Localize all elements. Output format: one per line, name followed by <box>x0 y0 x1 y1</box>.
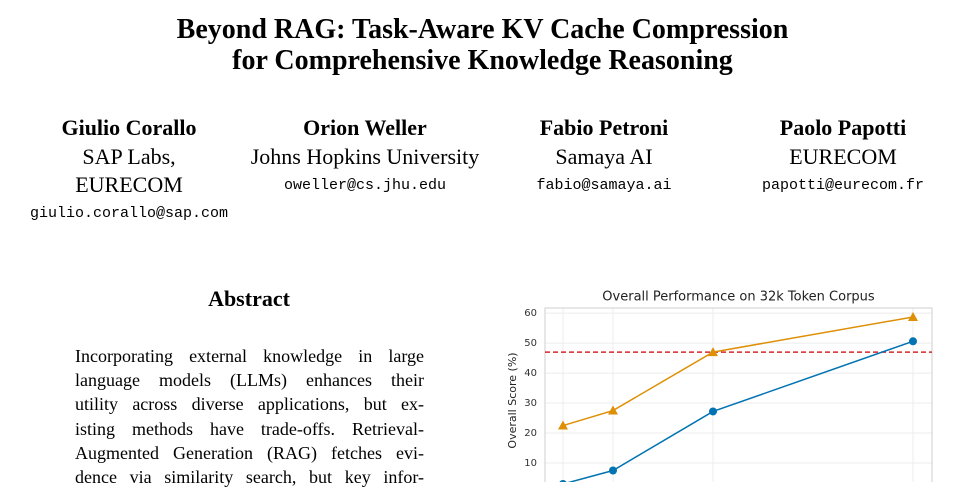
author-email: papotti@eurecom.fr <box>761 177 925 194</box>
y-axis-label: Overall Score (%) <box>506 352 519 448</box>
plot-frame <box>544 307 933 482</box>
data-point <box>709 407 717 416</box>
data-point <box>558 420 568 430</box>
y-tick-label: 10 <box>524 458 537 469</box>
abstract-line: Incorporating external knowledge in larg… <box>75 346 424 366</box>
author-name: Orion Weller <box>303 115 427 140</box>
data-point <box>609 466 617 475</box>
author: Orion Weller Johns Hopkins University owel… <box>235 113 495 201</box>
chart-title: Overall Performance on 32k Token Corpus <box>602 290 875 305</box>
author-affiliation: Johns Hopkins University <box>250 144 480 169</box>
data-point <box>708 347 718 357</box>
abstract-heading: Abstract <box>208 286 290 311</box>
author-affiliation: EURECOM <box>789 144 897 169</box>
author-name: Fabio Petroni <box>539 115 669 140</box>
data-point <box>608 405 618 415</box>
author-affiliation: Samaya AI <box>555 144 653 169</box>
abstract-line: isting methods have trade-offs. Retrieva… <box>75 418 424 439</box>
author-affiliation: EURECOM <box>75 172 183 197</box>
data-point <box>909 337 917 346</box>
y-tick-label: 30 <box>524 398 537 409</box>
y-tick-label: 50 <box>524 338 537 349</box>
series-line <box>562 316 914 427</box>
author-email: fabio@samaya.ai <box>536 177 672 194</box>
author-name: Giulio Corallo <box>61 115 197 140</box>
author-email: giulio.corallo@sap.com <box>29 205 229 222</box>
y-tick-label: 20 <box>524 428 537 439</box>
abstract-line: Augmented Generation (RAG) fetches evi- <box>75 442 424 463</box>
author-affiliation: SAP Labs, <box>82 144 176 169</box>
paper-title: for Comprehensive Knowledge Reasoning <box>232 45 733 76</box>
author-name: Paolo Papotti <box>779 115 907 140</box>
y-tick-label: 60 <box>524 308 537 319</box>
paper-title: Beyond RAG: Task-Aware KV Cache Compress… <box>176 14 789 45</box>
y-tick-label: 40 <box>524 368 537 379</box>
data-point <box>908 311 918 321</box>
author: Fabio Petroni Samaya AI fabio@samaya.ai <box>474 113 734 201</box>
abstract-line: language models (LLMs) enhances their <box>75 370 424 391</box>
series-line <box>567 340 914 482</box>
author: Giulio Corallo SAP Labs, EURECOM giulio.cor… <box>0 113 259 229</box>
abstract-line: utility across diverse applications, but… <box>75 394 424 415</box>
author: Paolo Papotti EURECOM papotti@eurecom.fr <box>713 113 965 201</box>
author-email: oweller@cs.jhu.edu <box>283 177 447 194</box>
